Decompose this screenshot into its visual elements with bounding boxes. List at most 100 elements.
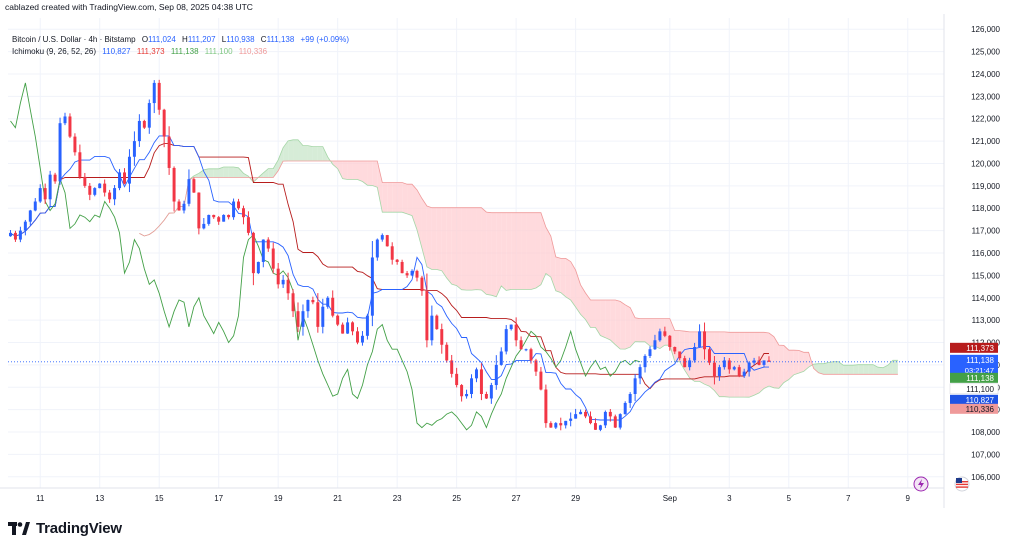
- candle: [529, 347, 533, 364]
- candle: [574, 408, 578, 419]
- candle: [306, 299, 310, 318]
- candle-body: [73, 136, 77, 153]
- candle: [286, 272, 290, 300]
- candle: [653, 334, 657, 350]
- cloud-segment: [491, 212, 497, 297]
- candle: [237, 198, 241, 210]
- time-axis[interactable]: 11 13 15 17 19 21 23 25 27 29 Sep 3 5 7 9: [0, 487, 944, 503]
- tradingview-logo[interactable]: TradingView: [8, 520, 122, 537]
- cloud-segment: [397, 182, 403, 213]
- ohlc-close: C111,138: [260, 35, 295, 44]
- candle-body: [544, 389, 548, 424]
- candle-body: [192, 179, 196, 193]
- candle-body: [598, 425, 602, 430]
- candle: [28, 209, 32, 226]
- candle: [509, 324, 513, 331]
- candle: [589, 411, 592, 425]
- candle: [251, 231, 255, 286]
- price-tick-label: 108,000: [971, 428, 1000, 437]
- candle-body: [108, 192, 112, 200]
- cloud-segment: [228, 166, 234, 178]
- cloud-segment: [773, 336, 779, 389]
- candle: [638, 364, 642, 385]
- candle: [341, 322, 345, 334]
- candle-body: [123, 172, 126, 184]
- candle-body: [271, 248, 275, 269]
- cloud-segment: [689, 331, 695, 382]
- cloud-segment: [431, 207, 437, 270]
- chart-area[interactable]: 106,000107,000108,000109,000110,000111,0…: [0, 14, 1024, 508]
- candle: [370, 241, 374, 327]
- chart-icons[interactable]: [913, 476, 970, 492]
- candle-body: [722, 360, 726, 368]
- cloud-segment: [223, 166, 229, 178]
- candle: [380, 233, 384, 242]
- candlestick-chart[interactable]: 106,000107,000108,000109,000110,000111,0…: [0, 14, 1024, 508]
- candle-body: [360, 335, 364, 343]
- cloud-segment: [312, 146, 318, 162]
- candle-body: [712, 362, 716, 377]
- price-tag-label: 111,138: [966, 374, 994, 383]
- cloud-segment: [526, 212, 532, 290]
- candle-body: [356, 331, 359, 343]
- tradingview-logo-icon: [8, 521, 30, 535]
- candle: [618, 413, 622, 430]
- candle: [192, 177, 196, 193]
- candle-body: [504, 329, 508, 352]
- candle: [58, 117, 62, 185]
- candle: [415, 269, 419, 282]
- candle-body: [509, 324, 513, 330]
- candle-body: [390, 246, 394, 260]
- candle-body: [232, 201, 236, 218]
- candle: [698, 324, 702, 348]
- candle: [395, 259, 399, 265]
- cloud-segment: [625, 304, 631, 350]
- cloud-segment: [496, 212, 502, 297]
- candle: [712, 356, 716, 385]
- candle-body: [732, 367, 736, 370]
- candle: [470, 374, 474, 399]
- candle: [559, 417, 563, 431]
- candle-body: [579, 411, 583, 415]
- candle: [33, 198, 37, 212]
- cloud-segment: [887, 360, 893, 375]
- candles: [8, 79, 771, 432]
- us-flag-icon[interactable]: [954, 476, 970, 492]
- cloud-segment: [198, 169, 204, 178]
- candle: [663, 326, 667, 338]
- cloud-segment: [793, 350, 799, 375]
- price-tick-label: 122,000: [971, 115, 1000, 124]
- price-tag-label: 110,827: [966, 396, 995, 405]
- cloud-segment: [426, 205, 432, 270]
- candle-body: [301, 311, 305, 327]
- candle-body: [321, 306, 325, 327]
- cloud-segment: [421, 198, 427, 267]
- candle: [241, 205, 245, 225]
- candle-body: [584, 411, 588, 417]
- candle-body: [707, 349, 711, 363]
- candle-body: [554, 423, 558, 428]
- candle-body: [767, 360, 771, 362]
- candle: [489, 382, 493, 404]
- chart-legend: Bitcoin / U.S. Dollar · 4h · Bitstamp O1…: [12, 34, 349, 58]
- candle: [212, 214, 216, 219]
- lightning-icon[interactable]: [913, 476, 929, 492]
- ohlc-high: H111,207: [182, 35, 216, 44]
- cloud-segment: [283, 140, 289, 162]
- candle: [336, 314, 340, 327]
- price-axis[interactable]: 106,000107,000108,000109,000110,000111,0…: [943, 14, 1001, 508]
- candle-body: [341, 324, 345, 334]
- candle: [707, 347, 711, 366]
- price-tag-label: 111,138: [966, 356, 994, 365]
- candle: [78, 144, 82, 179]
- candle-body: [212, 214, 216, 218]
- cloud-segment: [858, 364, 864, 375]
- cloud-segment: [203, 168, 209, 178]
- candle: [187, 169, 191, 207]
- symbol-title: Bitcoin / U.S. Dollar · 4h · Bitstamp: [12, 35, 136, 44]
- cloud-segment: [878, 367, 883, 375]
- candle-body: [172, 167, 176, 202]
- candle: [301, 304, 305, 336]
- cloud-segment: [387, 182, 393, 213]
- tenkan-line: [10, 135, 769, 421]
